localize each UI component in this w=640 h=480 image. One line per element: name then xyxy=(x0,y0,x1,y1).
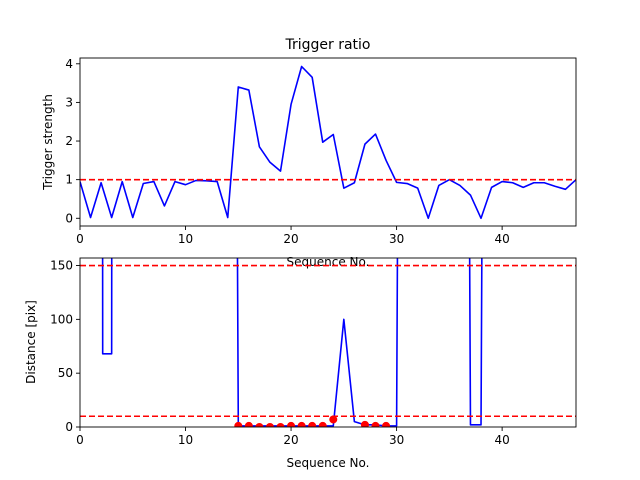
bottom-chart-x-tick-label: 30 xyxy=(389,433,404,447)
bottom-chart-reference-layer xyxy=(80,264,576,418)
top-chart-x-tick-label: 40 xyxy=(494,232,509,246)
bottom-chart-marker-point xyxy=(382,421,391,427)
bottom-chart: 0 10 20 30 40 0 50 100 150 Sequence No. Distance… xyxy=(24,257,577,470)
bottom-chart-x-tick-label: 20 xyxy=(283,433,298,447)
bottom-chart-xlabel: Sequence No. xyxy=(287,456,370,470)
bottom-chart-series-layer xyxy=(101,258,483,427)
bottom-chart-marker-point xyxy=(234,421,243,427)
top-chart-x-tick-label: 0 xyxy=(76,232,84,246)
top-chart-y-tick-label: 2 xyxy=(65,134,73,148)
bottom-chart-marker-point xyxy=(297,421,306,427)
bottom-chart-y-tick-label: 100 xyxy=(50,312,73,326)
bottom-chart-x-tick-label: 40 xyxy=(494,433,509,447)
top-chart-y-tick-label: 4 xyxy=(65,57,73,71)
bottom-chart-series-line xyxy=(101,258,483,427)
bottom-chart-marker-point xyxy=(329,415,338,424)
top-chart-ylabel: Trigger strength xyxy=(41,94,55,191)
bottom-chart-marker-point xyxy=(371,421,380,427)
top-chart-y-tick-label: 3 xyxy=(65,95,73,109)
bottom-chart-x-tick-label: 0 xyxy=(76,433,84,447)
top-chart-title: Trigger ratio xyxy=(284,37,370,53)
bottom-chart-marker-point xyxy=(287,421,296,427)
bottom-chart-ticks: 0 10 20 30 40 0 50 100 150 xyxy=(50,259,510,447)
top-chart-ticks: 0 10 20 30 40 0 1 2 3 4 xyxy=(65,57,509,246)
bottom-chart-x-tick-label: 10 xyxy=(178,433,193,447)
bottom-chart-frame xyxy=(79,257,577,428)
bottom-chart-marker-point xyxy=(255,423,264,427)
bottom-chart-marker-point xyxy=(318,421,327,427)
top-chart-series-line xyxy=(80,65,576,220)
bottom-chart-y-tick-label: 50 xyxy=(58,366,73,380)
bottom-chart-marker-point xyxy=(308,421,317,427)
bottom-chart-marker-point xyxy=(244,421,253,427)
bottom-chart-marker-point xyxy=(276,423,285,427)
top-chart-series-layer xyxy=(80,65,576,220)
bottom-chart-marker-point xyxy=(265,423,274,427)
top-chart-x-tick-label: 10 xyxy=(178,232,193,246)
top-chart-x-tick-label: 20 xyxy=(283,232,298,246)
top-chart-x-tick-label: 30 xyxy=(389,232,404,246)
top-chart-y-tick-label: 0 xyxy=(65,211,73,225)
bottom-chart-y-tick-label: 150 xyxy=(50,259,73,273)
bottom-chart-ylabel: Distance [pix] xyxy=(24,300,38,384)
top-chart-y-tick-label: 1 xyxy=(65,173,73,187)
bottom-chart-marker-point xyxy=(360,420,369,427)
bottom-chart-y-tick-label: 0 xyxy=(65,420,73,434)
top-chart-frame xyxy=(79,57,577,227)
